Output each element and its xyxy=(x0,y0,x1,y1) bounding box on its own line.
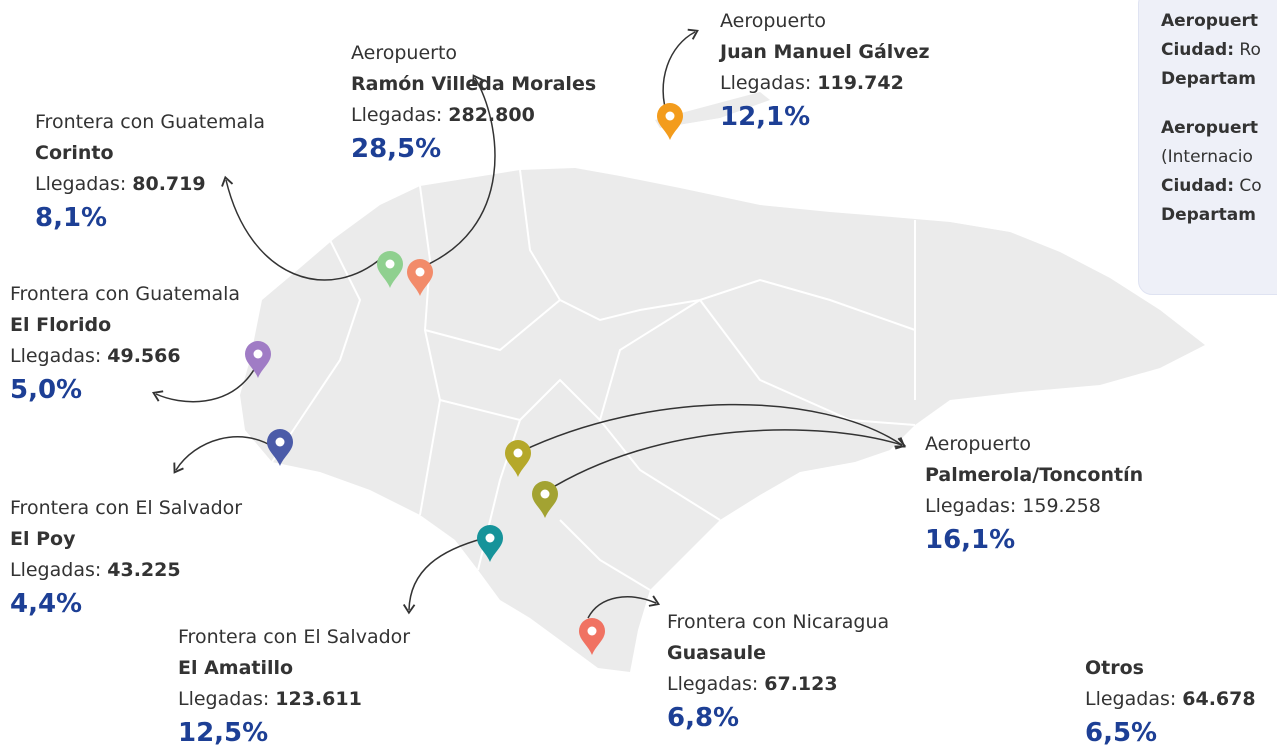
arrivals-value: 80.719 xyxy=(132,173,206,195)
arrivals-percent: 16,1% xyxy=(925,525,1016,555)
location-name: Palmerola/Toncontín xyxy=(925,464,1144,486)
panel-department: Departam xyxy=(1161,205,1256,225)
location-type: Aeropuerto xyxy=(720,10,827,32)
location-type: Frontera con El Salvador xyxy=(178,626,411,648)
arrivals-label: Llegadas: xyxy=(10,559,102,581)
location-name: El Poy xyxy=(10,528,76,550)
arrivals-value: 64.678 xyxy=(1182,688,1256,710)
location-label: Frontera con Guatemala Corinto Llegadas: 80… xyxy=(35,107,265,236)
panel-department: Departam xyxy=(1161,69,1256,89)
arrivals-value: 119.742 xyxy=(817,72,904,94)
location-name: Corinto xyxy=(35,142,114,164)
location-name: Ramón Villeda Morales xyxy=(351,73,597,95)
arrivals-label: Llegadas: xyxy=(10,345,102,367)
arrivals-line: Llegadas: 123.611 xyxy=(178,684,410,715)
arrivals-line: Llegadas: 43.225 xyxy=(10,555,242,586)
arrivals-label: Llegadas: xyxy=(925,495,1017,517)
panel-city: Co xyxy=(1239,176,1262,196)
panel-title: Aeropuert xyxy=(1161,118,1259,138)
location-label: Aeropuerto Ramón Villeda Morales Llegadas:… xyxy=(351,38,596,167)
panel-city: Ro xyxy=(1239,40,1261,60)
arrivals-line: Llegadas: 119.742 xyxy=(720,68,930,99)
arrivals-line: Llegadas: 64.678 xyxy=(1085,684,1256,715)
arrivals-line: Llegadas: 49.566 xyxy=(10,341,240,372)
location-name: El Amatillo xyxy=(178,657,294,679)
arrivals-line: Llegadas: 67.123 xyxy=(667,669,889,700)
arrivals-percent: 12,5% xyxy=(178,718,269,748)
location-type: Aeropuerto xyxy=(925,433,1032,455)
location-type: Frontera con El Salvador xyxy=(10,497,243,519)
location-label: Frontera con Guatemala El Florido Llegadas… xyxy=(10,279,240,408)
arrivals-label: Llegadas: xyxy=(720,72,812,94)
arrivals-percent: 4,4% xyxy=(10,589,83,619)
arrivals-percent: 12,1% xyxy=(720,102,811,132)
location-type: Frontera con Nicaragua xyxy=(667,611,890,633)
panel-title: Aeropuert xyxy=(1161,11,1259,31)
arrivals-label: Llegadas: xyxy=(351,104,443,126)
location-type: Frontera con Guatemala xyxy=(10,283,241,305)
panel-city-label: Ciudad: xyxy=(1161,40,1235,60)
location-name: Guasaule xyxy=(667,642,766,664)
arrivals-line: Llegadas: 282.800 xyxy=(351,100,596,131)
location-label: Frontera con Nicaragua Guasaule Llegadas: 6… xyxy=(667,607,889,736)
arrivals-value: 49.566 xyxy=(107,345,181,367)
location-name: Otros xyxy=(1085,657,1144,679)
panel-note: (Internacio xyxy=(1161,147,1253,167)
island xyxy=(655,92,770,128)
connector-arrows xyxy=(151,28,907,619)
arrivals-percent: 6,5% xyxy=(1085,718,1158,748)
arrivals-line: Llegadas: 159.258 xyxy=(925,491,1143,522)
arrivals-percent: 8,1% xyxy=(35,203,108,233)
arrivals-label: Llegadas: xyxy=(667,673,759,695)
location-name: El Florido xyxy=(10,314,112,336)
arrivals-value: 67.123 xyxy=(764,673,838,695)
location-label: Frontera con El Salvador El Poy Llegadas: 4… xyxy=(10,493,242,622)
map-pins xyxy=(245,103,683,655)
location-label: Aeropuerto Juan Manuel Gálvez Llegadas: 119… xyxy=(720,6,930,135)
panel-city-label: Ciudad: xyxy=(1161,176,1235,196)
country-shape xyxy=(240,168,1205,672)
arrivals-percent: 6,8% xyxy=(667,703,740,733)
island xyxy=(595,178,615,188)
arrivals-value: 123.611 xyxy=(275,688,362,710)
location-type: Frontera con Guatemala xyxy=(35,111,266,133)
location-type: Aeropuerto xyxy=(351,42,458,64)
arrivals-value: 282.800 xyxy=(448,104,535,126)
info-panel: Aeropuert Ciudad: Ro Departam Aeropuert … xyxy=(1138,0,1277,295)
location-label: Aeropuerto Palmerola/Toncontín Llegadas: 15… xyxy=(925,429,1143,558)
arrivals-value: 43.225 xyxy=(107,559,181,581)
arrivals-percent: 28,5% xyxy=(351,134,442,164)
location-name: Juan Manuel Gálvez xyxy=(720,41,930,63)
arrivals-label: Llegadas: xyxy=(178,688,270,710)
arrivals-line: Llegadas: 80.719 xyxy=(35,169,265,200)
arrivals-label: Llegadas: xyxy=(1085,688,1177,710)
arrivals-label: Llegadas: xyxy=(35,173,127,195)
location-label: Frontera con El Salvador El Amatillo Llega… xyxy=(178,622,410,751)
arrivals-value: 159.258 xyxy=(1022,495,1101,517)
arrivals-percent: 5,0% xyxy=(10,375,83,405)
location-label: Otros Llegadas: 64.678 6,5% xyxy=(1085,653,1256,751)
